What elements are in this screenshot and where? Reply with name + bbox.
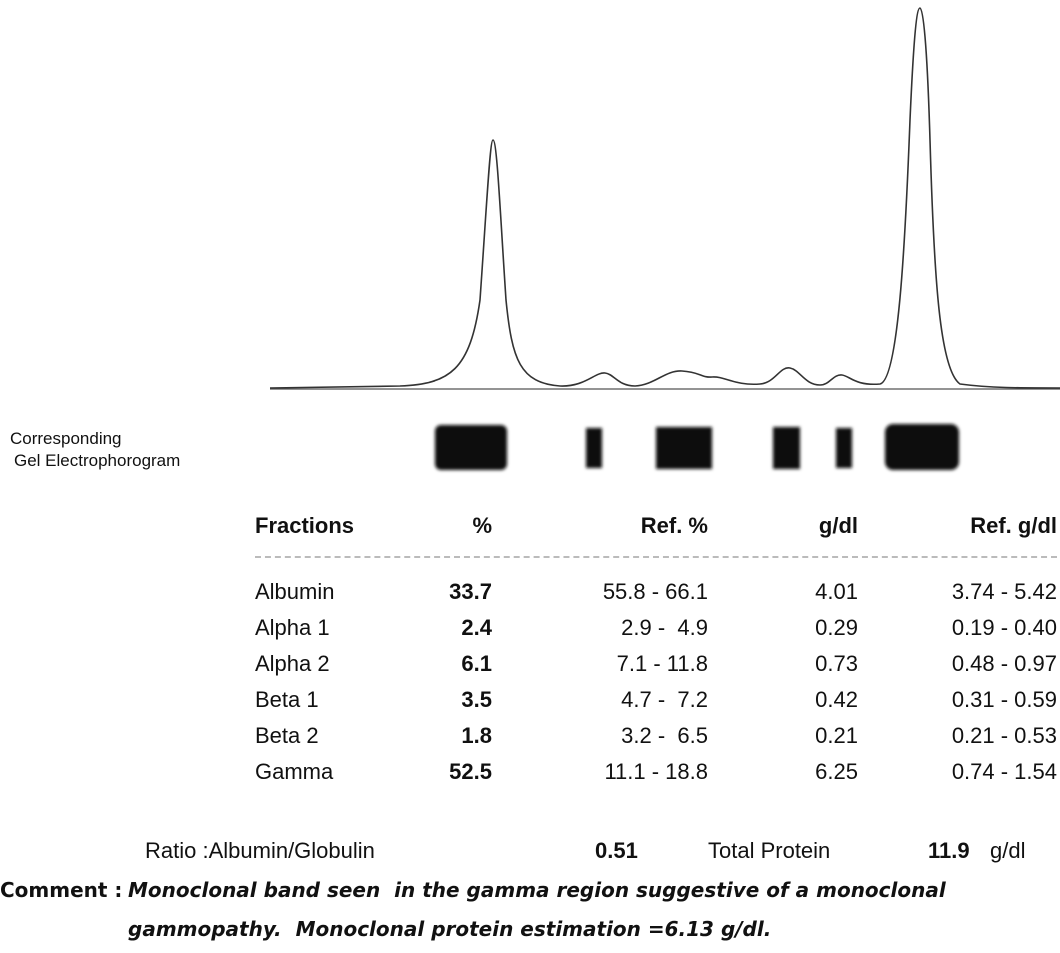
table-cell: Gamma [255,759,333,785]
table-cell: 3.5 [461,687,492,713]
comment-line: Monoclonal band seen in the gamma region… [128,878,946,902]
table-cell: 52.5 [449,759,492,785]
table-cell: 7.1 - 11.8 [617,651,708,677]
page: {"gel_label": ["Corresponding", "Gel Ele… [0,0,1060,953]
column-header: g/dl [819,513,858,539]
document: Corresponding Gel Electrophorogram Fract… [0,0,1060,953]
comment-label: Comment : [0,878,122,902]
table-cell: 2.9 - 4.9 [621,615,708,641]
ratio-label: Ratio :Albumin/Globulin [145,838,375,864]
header-rule [255,556,1057,558]
table-cell: 0.48 - 0.97 [952,651,1057,677]
total-value: 11.9 [928,838,970,864]
table-cell: 0.21 - 0.53 [952,723,1057,749]
ratio-value: 0.51 [595,838,638,864]
table-cell: 3.2 - 6.5 [621,723,708,749]
gel-label-line: Corresponding [10,428,180,450]
table-cell: 0.31 - 0.59 [952,687,1057,713]
gel-band [586,428,602,468]
table-cell: Beta 1 [255,687,319,713]
column-header: % [472,513,492,539]
table-cell: 4.01 [815,579,858,605]
table-cell: Alpha 1 [255,615,330,641]
table-cell: 0.73 [815,651,858,677]
comment-line: gammopathy. Monoclonal protein estimatio… [128,917,771,941]
trace-curve [270,8,1060,388]
gel-band [836,428,852,468]
table-cell: 6.25 [815,759,858,785]
table-cell: 0.74 - 1.54 [952,759,1057,785]
table-cell: Alpha 2 [255,651,330,677]
table-cell: 2.4 [461,615,492,641]
table-cell: 0.29 [815,615,858,641]
gel-band [656,427,712,469]
gel-label: Corresponding Gel Electrophorogram [10,428,180,472]
gel-band [885,424,959,470]
table-cell: 11.1 - 18.8 [604,759,708,785]
table-cell: 1.8 [461,723,492,749]
total-unit: g/dl [990,838,1025,864]
table-cell: 33.7 [449,579,492,605]
gel-band [773,427,800,469]
table-cell: Albumin [255,579,334,605]
column-header: Ref. g/dl [970,513,1057,539]
gel-bands [435,424,959,470]
table-cell: 4.7 - 7.2 [621,687,708,713]
table-cell: 55.8 - 66.1 [603,579,708,605]
column-header: Fractions [255,513,354,539]
table-cell: 6.1 [461,651,492,677]
gel-label-line: Gel Electrophorogram [10,450,180,472]
densitogram [0,0,1060,500]
gel-band [435,425,507,470]
table-cell: Beta 2 [255,723,319,749]
total-label: Total Protein [708,838,830,864]
table-cell: 3.74 - 5.42 [952,579,1057,605]
column-header: Ref. % [641,513,708,539]
table-cell: 0.19 - 0.40 [952,615,1057,641]
table-cell: 0.42 [815,687,858,713]
table-cell: 0.21 [815,723,858,749]
